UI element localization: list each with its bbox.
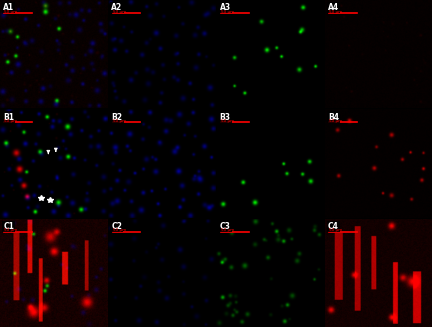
Text: 50 μm: 50 μm [329,10,342,14]
Text: A1: A1 [3,3,14,12]
Text: 50 μm: 50 μm [4,228,18,232]
Text: A4: A4 [328,3,339,12]
Text: 50 μm: 50 μm [221,228,234,232]
Text: 50 μm: 50 μm [221,119,234,123]
Text: C1: C1 [3,222,14,231]
Text: 50 μm: 50 μm [329,228,342,232]
Text: 50 μm: 50 μm [112,228,126,232]
Text: C4: C4 [328,222,339,231]
Text: 50 μm: 50 μm [4,10,18,14]
Text: B1: B1 [3,112,14,122]
Text: 50 μm: 50 μm [112,119,126,123]
Text: B4: B4 [328,112,339,122]
Text: C2: C2 [111,222,122,231]
Text: 50 μm: 50 μm [221,10,234,14]
Text: 50 μm: 50 μm [329,119,342,123]
Text: B2: B2 [111,112,122,122]
Text: A2: A2 [111,3,123,12]
Text: A3: A3 [219,3,231,12]
Text: C3: C3 [219,222,231,231]
Text: 50 μm: 50 μm [112,10,126,14]
Text: 50 μm: 50 μm [4,119,18,123]
Text: B3: B3 [219,112,231,122]
